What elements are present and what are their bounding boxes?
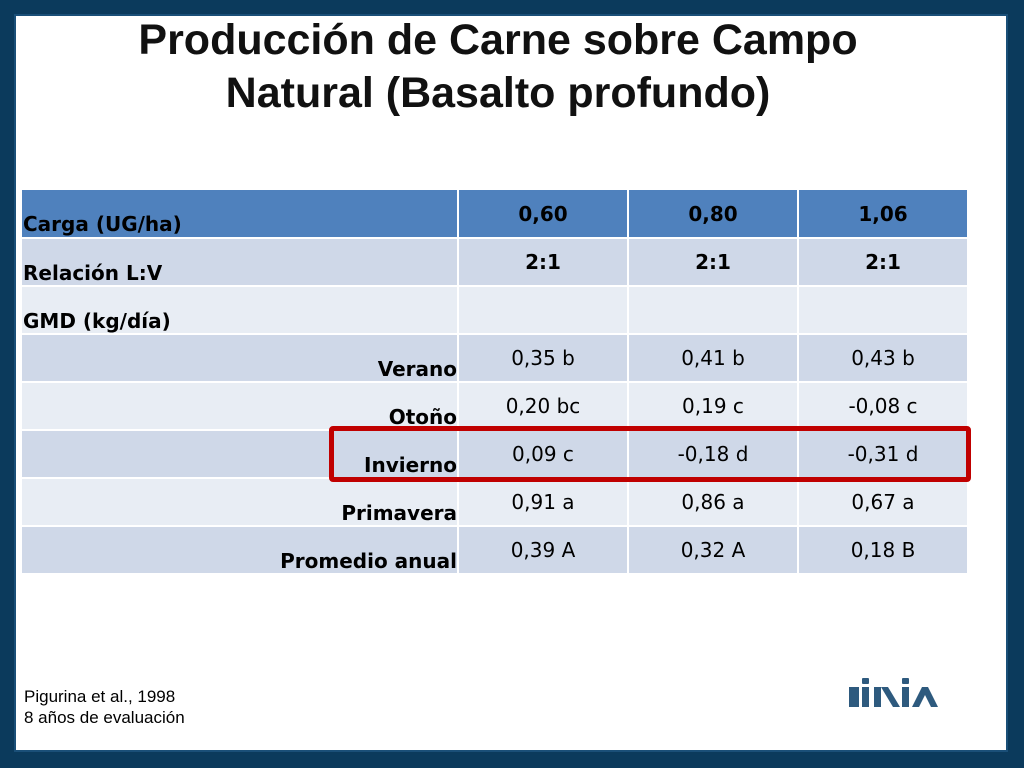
table-cell: 0,86 a [629,479,799,527]
table-cell: 0,41 b [629,335,799,383]
table-cell: 0,80 [629,190,799,239]
table-cell: -0,08 c [799,383,969,431]
row-label: Verano [22,335,459,383]
table-row: Carga (UG/ha) 0,60 0,80 1,06 [22,190,969,239]
footnote-citation: Pigurina et al., 1998 [24,687,176,706]
table-cell: 0,39 A [459,527,629,575]
title-line-1: Producción de Carne sobre Campo [138,16,858,64]
source-footnote: Pigurina et al., 1998 8 años de evaluaci… [24,686,185,728]
slide-title: Producción de Carne sobre Campo Natural … [0,14,1010,120]
table-cell: 0,60 [459,190,629,239]
table-row: Verano 0,35 b 0,41 b 0,43 b [22,335,969,383]
table-cell: -0,31 d [799,431,969,479]
footnote-years: 8 años de evaluación [24,708,185,727]
table-cell: -0,18 d [629,431,799,479]
row-label: Invierno [22,431,459,479]
title-line-2: Natural (Basalto profundo) [225,69,771,117]
table-cell: 0,67 a [799,479,969,527]
data-table: Carga (UG/ha) 0,60 0,80 1,06 Relación L:… [22,190,969,575]
table-row: Otoño 0,20 bc 0,19 c -0,08 c [22,383,969,431]
table-cell: 0,19 c [629,383,799,431]
table-cell: 0,35 b [459,335,629,383]
row-label: Otoño [22,383,459,431]
table-cell: 0,20 bc [459,383,629,431]
table-cell: 0,09 c [459,431,629,479]
table-row: Primavera 0,91 a 0,86 a 0,67 a [22,479,969,527]
table-row: Promedio anual 0,39 A 0,32 A 0,18 B [22,527,969,575]
table-cell [629,287,799,335]
row-label: GMD (kg/día) [22,287,459,335]
row-label: Primavera [22,479,459,527]
table-row: Invierno 0,09 c -0,18 d -0,31 d [22,431,969,479]
table-cell: 2:1 [629,239,799,287]
table-row: Relación L:V 2:1 2:1 2:1 [22,239,969,287]
row-label: Promedio anual [22,527,459,575]
table-cell: 0,18 B [799,527,969,575]
table-cell: 2:1 [799,239,969,287]
table-cell: 0,43 b [799,335,969,383]
row-label: Relación L:V [22,239,459,287]
table-cell [799,287,969,335]
table-cell: 1,06 [799,190,969,239]
table-cell: 0,91 a [459,479,629,527]
table-cell: 2:1 [459,239,629,287]
table-cell [459,287,629,335]
row-label: Carga (UG/ha) [22,190,459,239]
table-cell: 0,32 A [629,527,799,575]
inia-logo-icon [849,678,938,707]
table-row: GMD (kg/día) [22,287,969,335]
